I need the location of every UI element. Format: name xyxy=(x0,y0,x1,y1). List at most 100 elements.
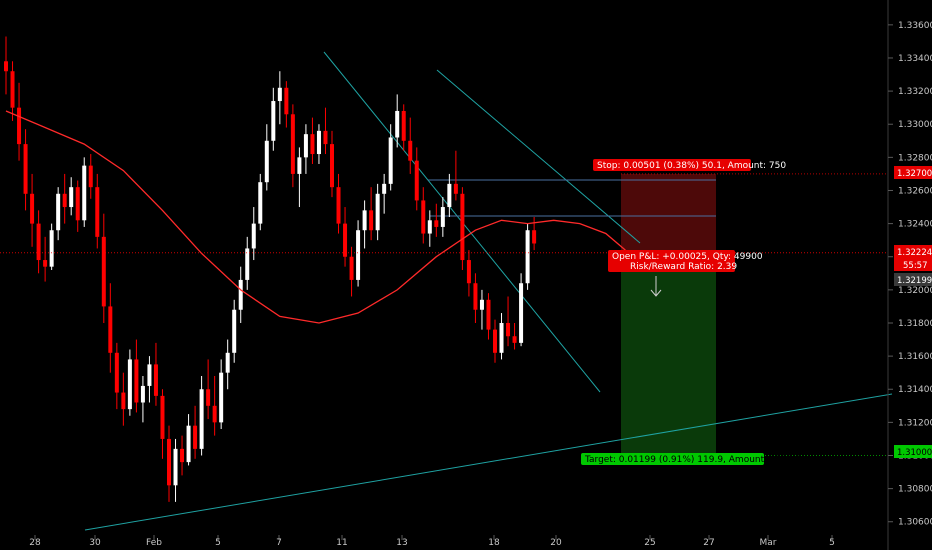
candle-body xyxy=(519,283,524,343)
candle-body xyxy=(238,279,243,310)
candle-body xyxy=(330,144,334,188)
candle-body xyxy=(225,352,230,373)
risk-reward-label: Risk/Reward Ratio: 2.39 xyxy=(630,262,737,272)
candle-body xyxy=(88,165,93,188)
current-price-tag-text: 1.32224 xyxy=(897,248,932,258)
candle-body xyxy=(173,448,178,486)
candle-body xyxy=(284,87,289,115)
time-tick-label: 13 xyxy=(396,538,407,548)
price-tick-label: 1.32600 xyxy=(898,186,932,196)
stop-label: Stop: 0.00501 (0.38%) 50.1, Amount: 750 xyxy=(597,161,786,171)
candle-body xyxy=(17,107,22,145)
candle-body xyxy=(512,336,517,343)
candle-body xyxy=(43,260,48,267)
candle-body xyxy=(36,223,41,261)
candle-body xyxy=(466,260,471,284)
candle-body xyxy=(4,61,8,72)
trendline-2[interactable] xyxy=(436,69,641,244)
target-price-tag-text: 1.31000 xyxy=(897,448,932,458)
candle-body xyxy=(108,306,113,353)
candle-body xyxy=(56,193,61,231)
candle-body xyxy=(532,230,537,244)
candle-body xyxy=(140,385,145,403)
candle-body xyxy=(525,230,530,284)
candle-body xyxy=(271,101,276,141)
time-axis[interactable]: 28 30 Feb 5 7 11 13 18 20 25 27 Mar 5 xyxy=(29,535,835,548)
price-tick-label: 1.30800 xyxy=(898,485,932,495)
time-tick-label: 25 xyxy=(644,538,655,548)
candle-body xyxy=(180,448,185,463)
time-tick-label: 11 xyxy=(336,538,347,548)
candle-body xyxy=(434,220,439,227)
candle-body xyxy=(440,207,445,227)
candle-body xyxy=(95,187,100,237)
stop-zone xyxy=(621,173,716,257)
candle-body xyxy=(316,130,321,155)
time-tick-label: 28 xyxy=(29,538,41,548)
stop-price-tag: 1.32700 xyxy=(894,166,932,179)
candle-body xyxy=(303,134,308,158)
candle-body xyxy=(479,299,484,310)
stop-flag: Stop: 0.00501 (0.38%) 50.1, Amount: 750 xyxy=(593,159,786,171)
moving-average xyxy=(5,110,626,324)
candle-body xyxy=(160,395,165,439)
price-tick-label: 1.33200 xyxy=(898,87,932,97)
candle-body xyxy=(186,425,191,463)
candle-body xyxy=(460,193,465,261)
candle-body xyxy=(167,438,171,486)
candle-body xyxy=(349,256,354,280)
time-tick-label: 18 xyxy=(488,538,500,548)
down-arrow-icon xyxy=(650,276,662,297)
candle-body xyxy=(23,144,28,194)
candle-body xyxy=(356,230,361,280)
time-tick-label: Feb xyxy=(146,538,162,548)
candle-body xyxy=(369,210,374,231)
candle-body xyxy=(408,140,413,161)
stop-price-tag-text: 1.32700 xyxy=(897,169,932,179)
pnl-flag: Open P&L: +0.00025, Qty: 49900 Risk/Rewa… xyxy=(608,250,763,272)
candle-body xyxy=(62,193,67,208)
candle-body xyxy=(421,200,426,234)
candle-body xyxy=(82,165,87,221)
target-zone xyxy=(621,256,716,456)
candle-body xyxy=(127,359,132,410)
candle-body xyxy=(212,405,217,423)
candle-body xyxy=(10,71,15,108)
candle-body xyxy=(453,183,458,194)
candle-body xyxy=(101,236,106,307)
candle-body xyxy=(245,248,250,280)
candle-body xyxy=(147,364,152,386)
candle-body xyxy=(121,392,126,410)
current-price-tag: 1.32224 55:57 xyxy=(894,245,932,271)
price-tick-label: 1.32000 xyxy=(898,286,932,296)
trendline-3[interactable] xyxy=(84,393,893,531)
target-label: Target: 0.01199 (0.91%) 119.9, Amount: 1… xyxy=(584,455,802,465)
pnl-label: Open P&L: +0.00025, Qty: 49900 xyxy=(612,252,763,262)
moving-average-line xyxy=(5,110,626,324)
candle-body xyxy=(219,372,224,423)
candle-body xyxy=(277,87,282,102)
candle-body xyxy=(395,110,400,138)
candle-body xyxy=(114,352,119,393)
candle-body xyxy=(382,183,387,194)
candle-body xyxy=(290,114,295,174)
time-tick-label: 7 xyxy=(276,538,282,548)
entry-price-tag-text: 1.32199 xyxy=(897,276,932,286)
candle-body xyxy=(251,223,256,249)
candle-body xyxy=(343,223,348,257)
candle-body xyxy=(493,329,497,353)
time-tick-label: 5 xyxy=(829,538,835,548)
price-tick-label: 1.32800 xyxy=(898,153,932,163)
candle-body xyxy=(153,364,158,396)
candle-body xyxy=(388,137,393,184)
candle-body xyxy=(473,283,478,310)
candle-body xyxy=(375,193,380,231)
price-tick-label: 1.33600 xyxy=(898,21,932,31)
candle-body xyxy=(506,322,511,337)
time-tick-label: Mar xyxy=(760,538,777,548)
price-levels xyxy=(0,173,888,456)
candle-body xyxy=(499,322,504,353)
time-tick-label: 27 xyxy=(703,538,714,548)
